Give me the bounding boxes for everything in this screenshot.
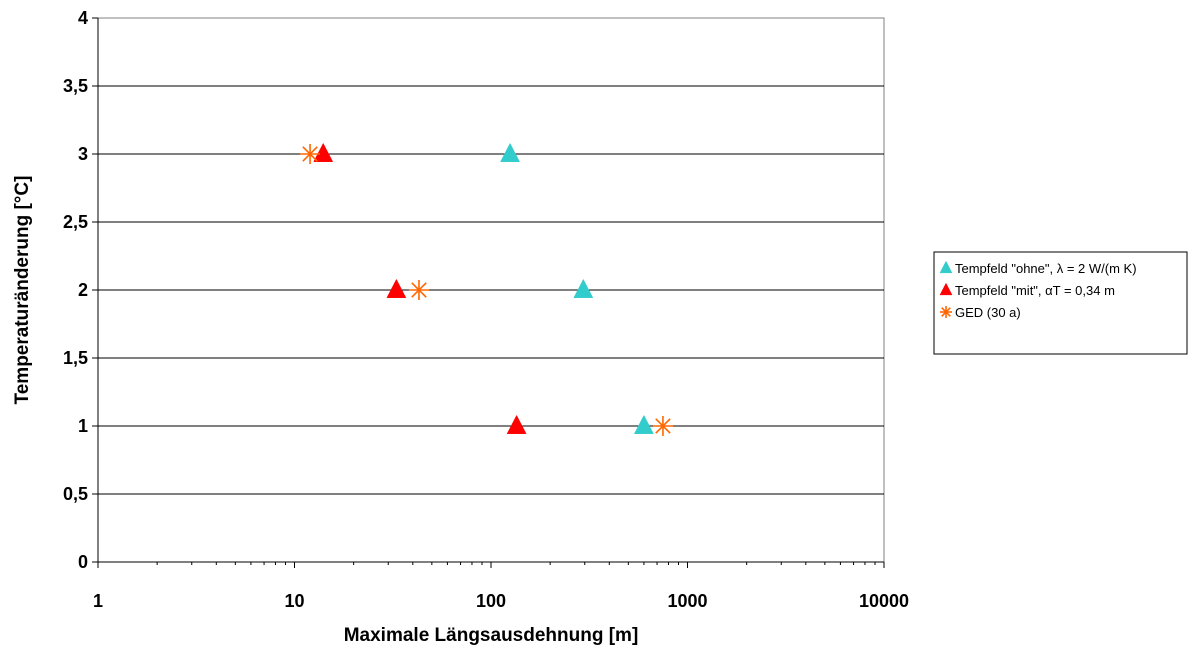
y-tick-label: 0,5 xyxy=(63,484,88,504)
series-1 xyxy=(500,142,654,434)
y-axis: 0 0,5 1 1,5 2 2,5 3 3,5 4 xyxy=(63,8,99,572)
plot-area: 0 0,5 1 1,5 2 2,5 3 3,5 4 1 10 100 1000 10000 xyxy=(63,8,909,611)
x-tick-label: 1 xyxy=(93,591,103,611)
y-tick-label: 1,5 xyxy=(63,348,88,368)
legend-marker xyxy=(939,282,953,296)
x-tick-label: 10000 xyxy=(859,591,909,611)
series-3 xyxy=(300,144,673,436)
x-tick-label: 10 xyxy=(284,591,304,611)
data-point xyxy=(408,280,429,300)
data-point xyxy=(573,278,594,298)
legend-label: GED (30 a) xyxy=(955,305,1021,320)
y-tick-label: 1 xyxy=(78,416,88,436)
legend-box xyxy=(933,251,1188,355)
y-tick-label: 2 xyxy=(78,280,88,300)
y-axis-title: Temperaturänderung [°C] xyxy=(12,176,33,405)
data-point xyxy=(652,416,673,436)
data-point xyxy=(506,414,527,434)
data-point xyxy=(500,142,520,162)
series-2 xyxy=(313,142,527,434)
legend-label: Tempfeld "ohne", λ = 2 W/(m K) xyxy=(955,261,1137,276)
legend-label: Tempfeld "mit", αT = 0,34 m xyxy=(955,283,1115,298)
data-point xyxy=(633,414,654,434)
legend-entries: Tempfeld "ohne", λ = 2 W/(m K) Tempfeld "… xyxy=(939,260,1137,320)
legend-marker xyxy=(940,306,952,318)
y-tick-label: 3,5 xyxy=(63,76,88,96)
data-point xyxy=(300,144,321,164)
x-tick-label: 1000 xyxy=(667,591,707,611)
data-point xyxy=(313,142,334,162)
x-tick-label: 100 xyxy=(476,591,506,611)
data-point xyxy=(386,278,407,298)
gridlines xyxy=(98,85,884,495)
x-axis: 1 10 100 1000 10000 xyxy=(93,561,909,611)
legend-marker xyxy=(939,260,953,274)
data-markers xyxy=(300,142,673,436)
y-tick-label: 0 xyxy=(78,552,88,572)
x-axis-title: Maximale Längsausdehnung [m] xyxy=(344,625,639,646)
y-tick-label: 4 xyxy=(78,8,88,28)
legend: Tempfeld "ohne", λ = 2 W/(m K) Tempfeld "… xyxy=(933,251,1188,355)
y-tick-label: 3 xyxy=(78,144,88,164)
y-tick-label: 2,5 xyxy=(63,212,88,232)
